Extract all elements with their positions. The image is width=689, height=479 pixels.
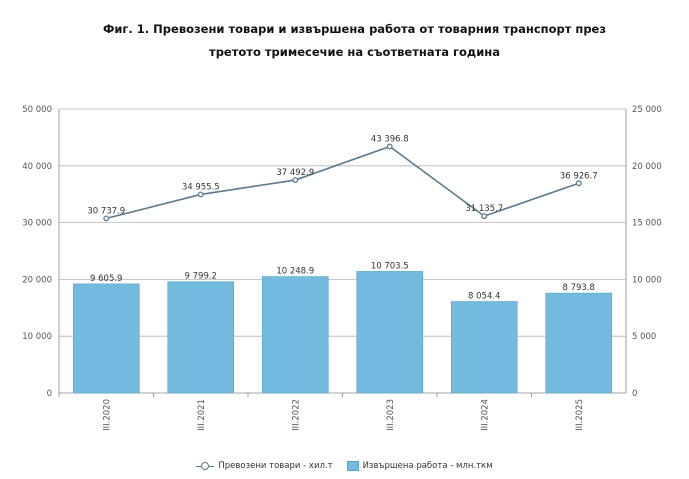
x-axis-tick-label: III.2023	[386, 399, 396, 431]
line-data-label: 36 926.7	[560, 171, 598, 181]
x-axis-tick-label: III.2025	[575, 399, 585, 431]
left-axis-tick-label: 10 000	[22, 332, 52, 342]
line-point	[481, 213, 488, 220]
x-axis-tick-label: III.2021	[197, 399, 207, 431]
bar	[72, 283, 140, 394]
bar-data-label: 9 799.2	[185, 272, 217, 282]
line-point	[292, 177, 299, 183]
line-data-label: 30 737.9	[87, 206, 125, 216]
legend-bar-swatch-icon	[346, 461, 359, 471]
legend-item-bar: Извършена работа - млн.ткм	[346, 461, 493, 471]
line-series	[106, 145, 580, 220]
chart-title-line-1: Фиг. 1. Превозени товари и извършена раб…	[102, 22, 607, 36]
chart-title-line-2: третото тримесечие на съответната година	[209, 45, 500, 59]
legend-line-marker-icon	[196, 461, 215, 471]
right-axis-tick-label: 5 000	[632, 332, 656, 342]
line-point	[197, 191, 204, 198]
bar-data-label: 10 248.9	[276, 267, 314, 277]
bar	[261, 276, 329, 394]
right-axis-tick-label: 15 000	[632, 219, 662, 229]
bar	[545, 292, 613, 394]
right-axis-tick-label: 10 000	[632, 275, 662, 285]
line-point	[386, 143, 393, 150]
right-axis-tick-label: 20 000	[632, 162, 662, 172]
line-point	[575, 180, 582, 187]
legend-line-label: Превозени товари - хил.т	[218, 461, 333, 471]
bar-data-label: 9 605.9	[90, 274, 122, 284]
left-axis-tick-label: 30 000	[22, 219, 52, 229]
left-axis-tick-label: 20 000	[22, 275, 52, 285]
bar	[450, 301, 518, 394]
bar-data-label: 8 793.8	[563, 283, 595, 293]
legend-bar-label: Извършена работа - млн.ткм	[362, 461, 493, 471]
left-axis-tick-label: 0	[47, 389, 52, 399]
line-point	[103, 215, 110, 222]
line-data-label: 31 135.7	[465, 204, 503, 214]
bar	[167, 281, 235, 394]
line-data-label: 34 955.5	[182, 182, 220, 192]
bar	[356, 271, 424, 394]
x-axis-tick-label: III.2024	[480, 399, 490, 431]
right-axis-tick-label: 25 000	[632, 105, 662, 115]
legend-item-line: Превозени товари - хил.т	[196, 461, 333, 471]
right-axis-tick-label: 0	[632, 389, 637, 399]
left-axis-tick-label: 50 000	[22, 105, 52, 115]
x-axis-tick-label: III.2020	[102, 399, 112, 431]
line-data-label: 43 396.8	[371, 135, 409, 145]
line-data-label: 37 492.9	[276, 168, 314, 178]
bar-data-label: 8 054.4	[468, 292, 500, 302]
x-axis-tick-label: III.2022	[291, 399, 301, 431]
chart-legend: Превозени товари - хил.т Извършена работ…	[0, 461, 689, 471]
bar-data-label: 10 703.5	[371, 261, 409, 271]
left-axis-tick-label: 40 000	[22, 162, 52, 172]
